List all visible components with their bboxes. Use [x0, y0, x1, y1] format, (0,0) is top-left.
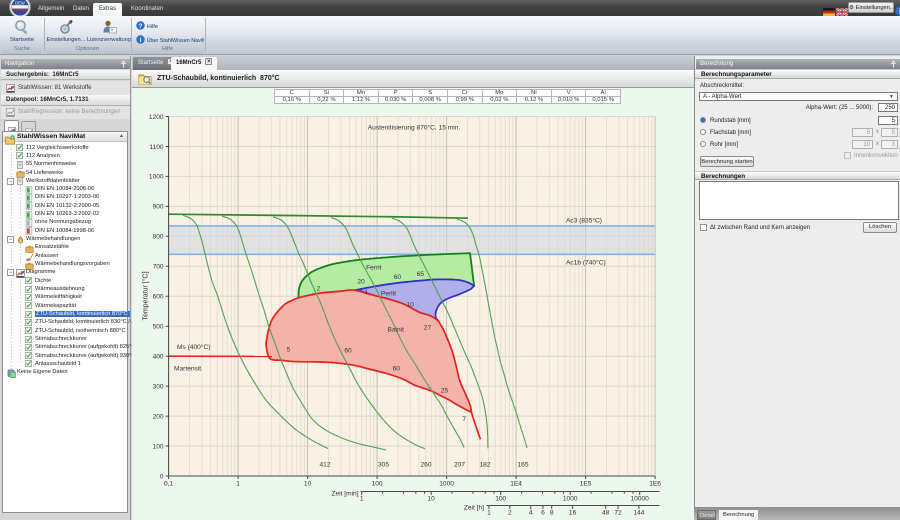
svg-text:Ac3 (835°C): Ac3 (835°C)	[566, 217, 602, 225]
svg-text:Ferrit: Ferrit	[366, 265, 382, 272]
svg-text:1200: 1200	[149, 114, 164, 121]
svg-text:72: 72	[614, 510, 622, 517]
svg-text:6: 6	[541, 510, 545, 517]
svg-text:1E5: 1E5	[580, 481, 592, 488]
svg-text:Temperatur [°C]: Temperatur [°C]	[142, 271, 150, 320]
svg-text:300: 300	[153, 383, 164, 390]
svg-text:305: 305	[378, 462, 389, 469]
svg-text:i: i	[899, 6, 900, 15]
svg-text:800: 800	[153, 234, 164, 241]
svg-text:260: 260	[420, 462, 431, 469]
svg-text:Austenitisierung 870°C, 15 min: Austenitisierung 870°C, 15 min.	[368, 124, 461, 132]
svg-text:1: 1	[236, 481, 240, 488]
svg-text:Bainit: Bainit	[387, 327, 404, 334]
svg-text:10: 10	[407, 302, 415, 309]
svg-text:Zeit [min]: Zeit [min]	[331, 491, 358, 498]
svg-text:182: 182	[479, 462, 490, 469]
svg-text:Perlit: Perlit	[381, 291, 396, 298]
svg-text:0: 0	[160, 473, 164, 480]
svg-text:144: 144	[633, 510, 644, 517]
svg-text:1: 1	[360, 496, 364, 503]
svg-text:600: 600	[153, 294, 164, 301]
svg-text:25: 25	[441, 388, 449, 395]
svg-text:400: 400	[153, 354, 164, 361]
svg-text:500: 500	[153, 324, 164, 331]
svg-text:207: 207	[454, 462, 465, 469]
svg-text:Martensit: Martensit	[174, 366, 201, 373]
svg-text:2: 2	[508, 510, 512, 517]
svg-text:200: 200	[153, 413, 164, 420]
svg-text:900: 900	[153, 204, 164, 211]
svg-text:700: 700	[153, 264, 164, 271]
svg-text:48: 48	[602, 510, 610, 517]
svg-text:Zeit [h]: Zeit [h]	[464, 505, 484, 512]
svg-text:100: 100	[372, 481, 383, 488]
svg-text:Ms (400°C): Ms (400°C)	[177, 343, 210, 351]
svg-text:4: 4	[529, 510, 533, 517]
svg-text:DEW: DEW	[15, 1, 25, 6]
svg-text:2: 2	[317, 286, 321, 293]
svg-text:i: i	[140, 36, 142, 43]
svg-text:1: 1	[365, 289, 369, 296]
svg-text:10: 10	[428, 496, 436, 503]
svg-text:412: 412	[319, 462, 330, 469]
svg-text:65: 65	[417, 271, 425, 278]
svg-text:1000: 1000	[563, 496, 578, 503]
svg-text:100: 100	[495, 496, 506, 503]
svg-text:60: 60	[344, 348, 352, 355]
svg-text:Ac1b (740°C): Ac1b (740°C)	[566, 259, 606, 267]
svg-text:7: 7	[462, 416, 466, 423]
svg-text:5: 5	[287, 347, 291, 354]
svg-text:1100: 1100	[149, 144, 164, 151]
svg-text:1000: 1000	[149, 174, 164, 181]
svg-text:20: 20	[357, 279, 365, 286]
svg-text:1000: 1000	[439, 481, 454, 488]
svg-text:?: ?	[139, 23, 143, 30]
svg-text:0,1: 0,1	[164, 481, 173, 488]
svg-text:27: 27	[424, 325, 432, 332]
svg-text:60: 60	[393, 366, 401, 373]
svg-text:16: 16	[569, 510, 577, 517]
svg-text:165: 165	[517, 462, 528, 469]
svg-text:60: 60	[394, 274, 402, 281]
svg-text:1E4: 1E4	[510, 481, 522, 488]
svg-text:1E6: 1E6	[649, 481, 661, 488]
svg-text:1: 1	[487, 510, 491, 517]
svg-text:8: 8	[550, 510, 554, 517]
svg-text:10: 10	[304, 481, 312, 488]
svg-text:100: 100	[153, 443, 164, 450]
svg-text:10000: 10000	[631, 496, 650, 503]
